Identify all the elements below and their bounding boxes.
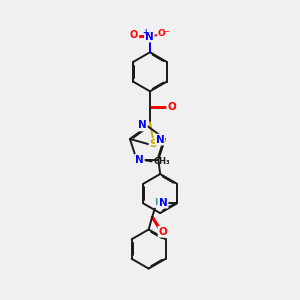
Text: N: N <box>156 135 164 145</box>
Text: N: N <box>135 154 144 165</box>
Text: O: O <box>158 227 167 237</box>
Text: N: N <box>145 32 154 42</box>
Text: N: N <box>159 198 168 208</box>
Text: N: N <box>138 121 147 130</box>
Text: O: O <box>167 102 176 112</box>
Text: O: O <box>130 30 138 40</box>
Text: CH₃: CH₃ <box>153 157 170 166</box>
Text: O⁻: O⁻ <box>158 28 170 38</box>
Text: +: + <box>142 28 149 37</box>
Text: H: H <box>154 198 162 207</box>
Text: S: S <box>150 139 158 149</box>
